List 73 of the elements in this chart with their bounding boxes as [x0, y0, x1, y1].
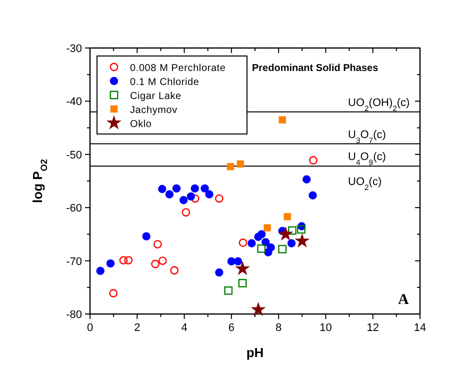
point [119, 256, 128, 264]
point [186, 192, 195, 201]
point [179, 196, 188, 204]
point [165, 190, 174, 198]
point [158, 184, 166, 194]
point [234, 257, 242, 266]
point [297, 225, 306, 234]
ref-line-label: U$_{3}$O$_{7}$(c) [348, 128, 386, 144]
point [214, 194, 224, 203]
legend-label: Jachymov [130, 105, 178, 116]
point [257, 244, 266, 253]
y-tick-label: -80 [66, 309, 82, 321]
point [287, 239, 296, 248]
y-tick-label: -60 [66, 202, 82, 215]
x-tick-label: 2 [134, 322, 140, 334]
point [250, 302, 266, 316]
legend-label: 0.1 M Chloride [130, 77, 200, 88]
point [109, 289, 118, 298]
point [266, 243, 275, 252]
point [215, 268, 224, 277]
point [236, 160, 244, 168]
point [158, 256, 167, 265]
x-tick-label: 8 [276, 322, 282, 334]
y-tick-label: -70 [66, 256, 82, 268]
point [172, 184, 181, 193]
x-tick-label: 12 [366, 322, 379, 334]
point [205, 190, 214, 198]
point [96, 266, 104, 276]
x-tick-label: 0 [86, 322, 94, 334]
y-tick-label: -30 [66, 43, 82, 55]
point [248, 239, 256, 248]
point [278, 244, 287, 254]
x-tick-label: 4 [181, 322, 188, 334]
x-axis-title: pH [246, 345, 264, 360]
point [238, 278, 247, 288]
legend-label: Oklo [130, 119, 152, 130]
ref-line-label: UO$_{2}$(OH)$_{2}$(c) [348, 96, 410, 112]
point [190, 194, 200, 203]
annotation: Predominant Solid Phases [252, 63, 379, 74]
point [170, 266, 179, 275]
point [124, 256, 133, 264]
point [302, 175, 311, 184]
point [224, 286, 233, 295]
point [200, 184, 209, 193]
point [284, 213, 291, 220]
point [226, 163, 234, 170]
ref-line-label: U$_{4}$O$_{9}$(c) [348, 151, 386, 167]
point [238, 238, 248, 247]
legend-label: Cigar Lake [130, 91, 182, 102]
y-tick-label: -50 [66, 149, 82, 162]
point [106, 259, 115, 268]
x-tick-label: 14 [414, 322, 426, 334]
annotation: A [398, 292, 409, 308]
y-tick-label: -40 [66, 96, 82, 108]
point [142, 232, 150, 240]
point [308, 191, 317, 200]
point [153, 240, 162, 249]
point [234, 260, 250, 276]
annotation: UO$_{2}$(c) [348, 176, 382, 192]
point [278, 226, 294, 241]
point [151, 260, 160, 268]
x-tick-label: 10 [320, 322, 332, 334]
point [190, 184, 199, 193]
point [294, 233, 310, 248]
x-tick-label: 6 [228, 322, 234, 334]
point [258, 230, 266, 238]
point [288, 226, 296, 235]
point [278, 116, 286, 124]
point [309, 156, 318, 164]
point [182, 208, 190, 217]
point [262, 238, 270, 246]
point [264, 224, 271, 232]
legend-label: 0.008 M Perchlorate [130, 63, 226, 74]
